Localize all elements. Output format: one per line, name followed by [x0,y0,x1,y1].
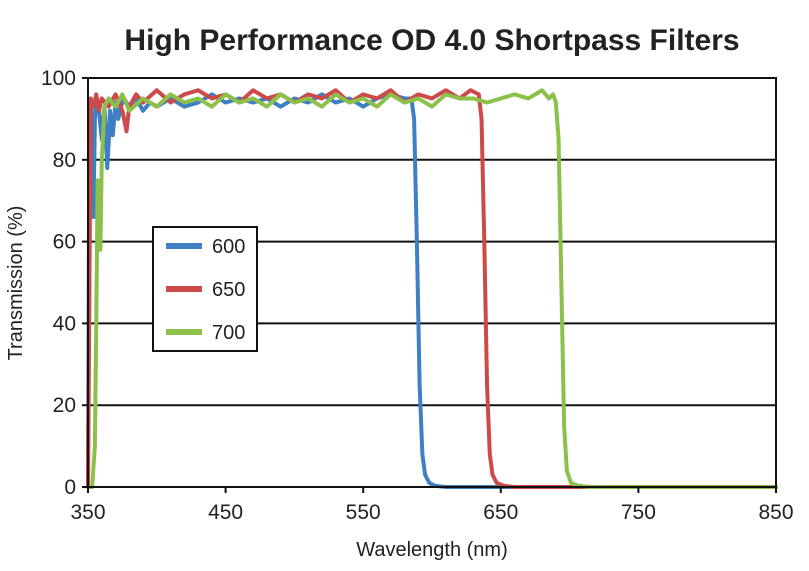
legend-label-650: 650 [212,279,245,301]
x-tick-label: 450 [208,501,243,524]
y-tick-label: 0 [64,476,76,499]
x-tick-label: 550 [346,501,381,524]
x-tick-label: 750 [621,501,656,524]
chart-title: High Performance OD 4.0 Shortpass Filter… [124,24,739,57]
y-axis-label: Transmission (%) [5,206,27,361]
series-lines [86,88,778,489]
y-tick-label: 40 [53,312,76,335]
tick-labels: 350 450 550 650 750 850 0 20 40 60 80 100 [41,67,794,524]
y-tick-label: 60 [53,231,76,254]
y-tick-label: 20 [53,394,76,417]
x-tick-label: 850 [758,501,793,524]
y-tick-label: 80 [53,149,76,172]
legend-label-700: 700 [212,322,245,344]
y-tick-label: 100 [41,67,76,90]
x-tick-label: 350 [70,501,105,524]
plot-frame [87,77,777,488]
legend: 600 650 700 [152,226,258,352]
x-tick-label: 650 [483,501,518,524]
x-axis-label: Wavelength (nm) [356,539,508,561]
legend-label-600: 600 [212,236,245,258]
series-line-700 [86,88,778,489]
